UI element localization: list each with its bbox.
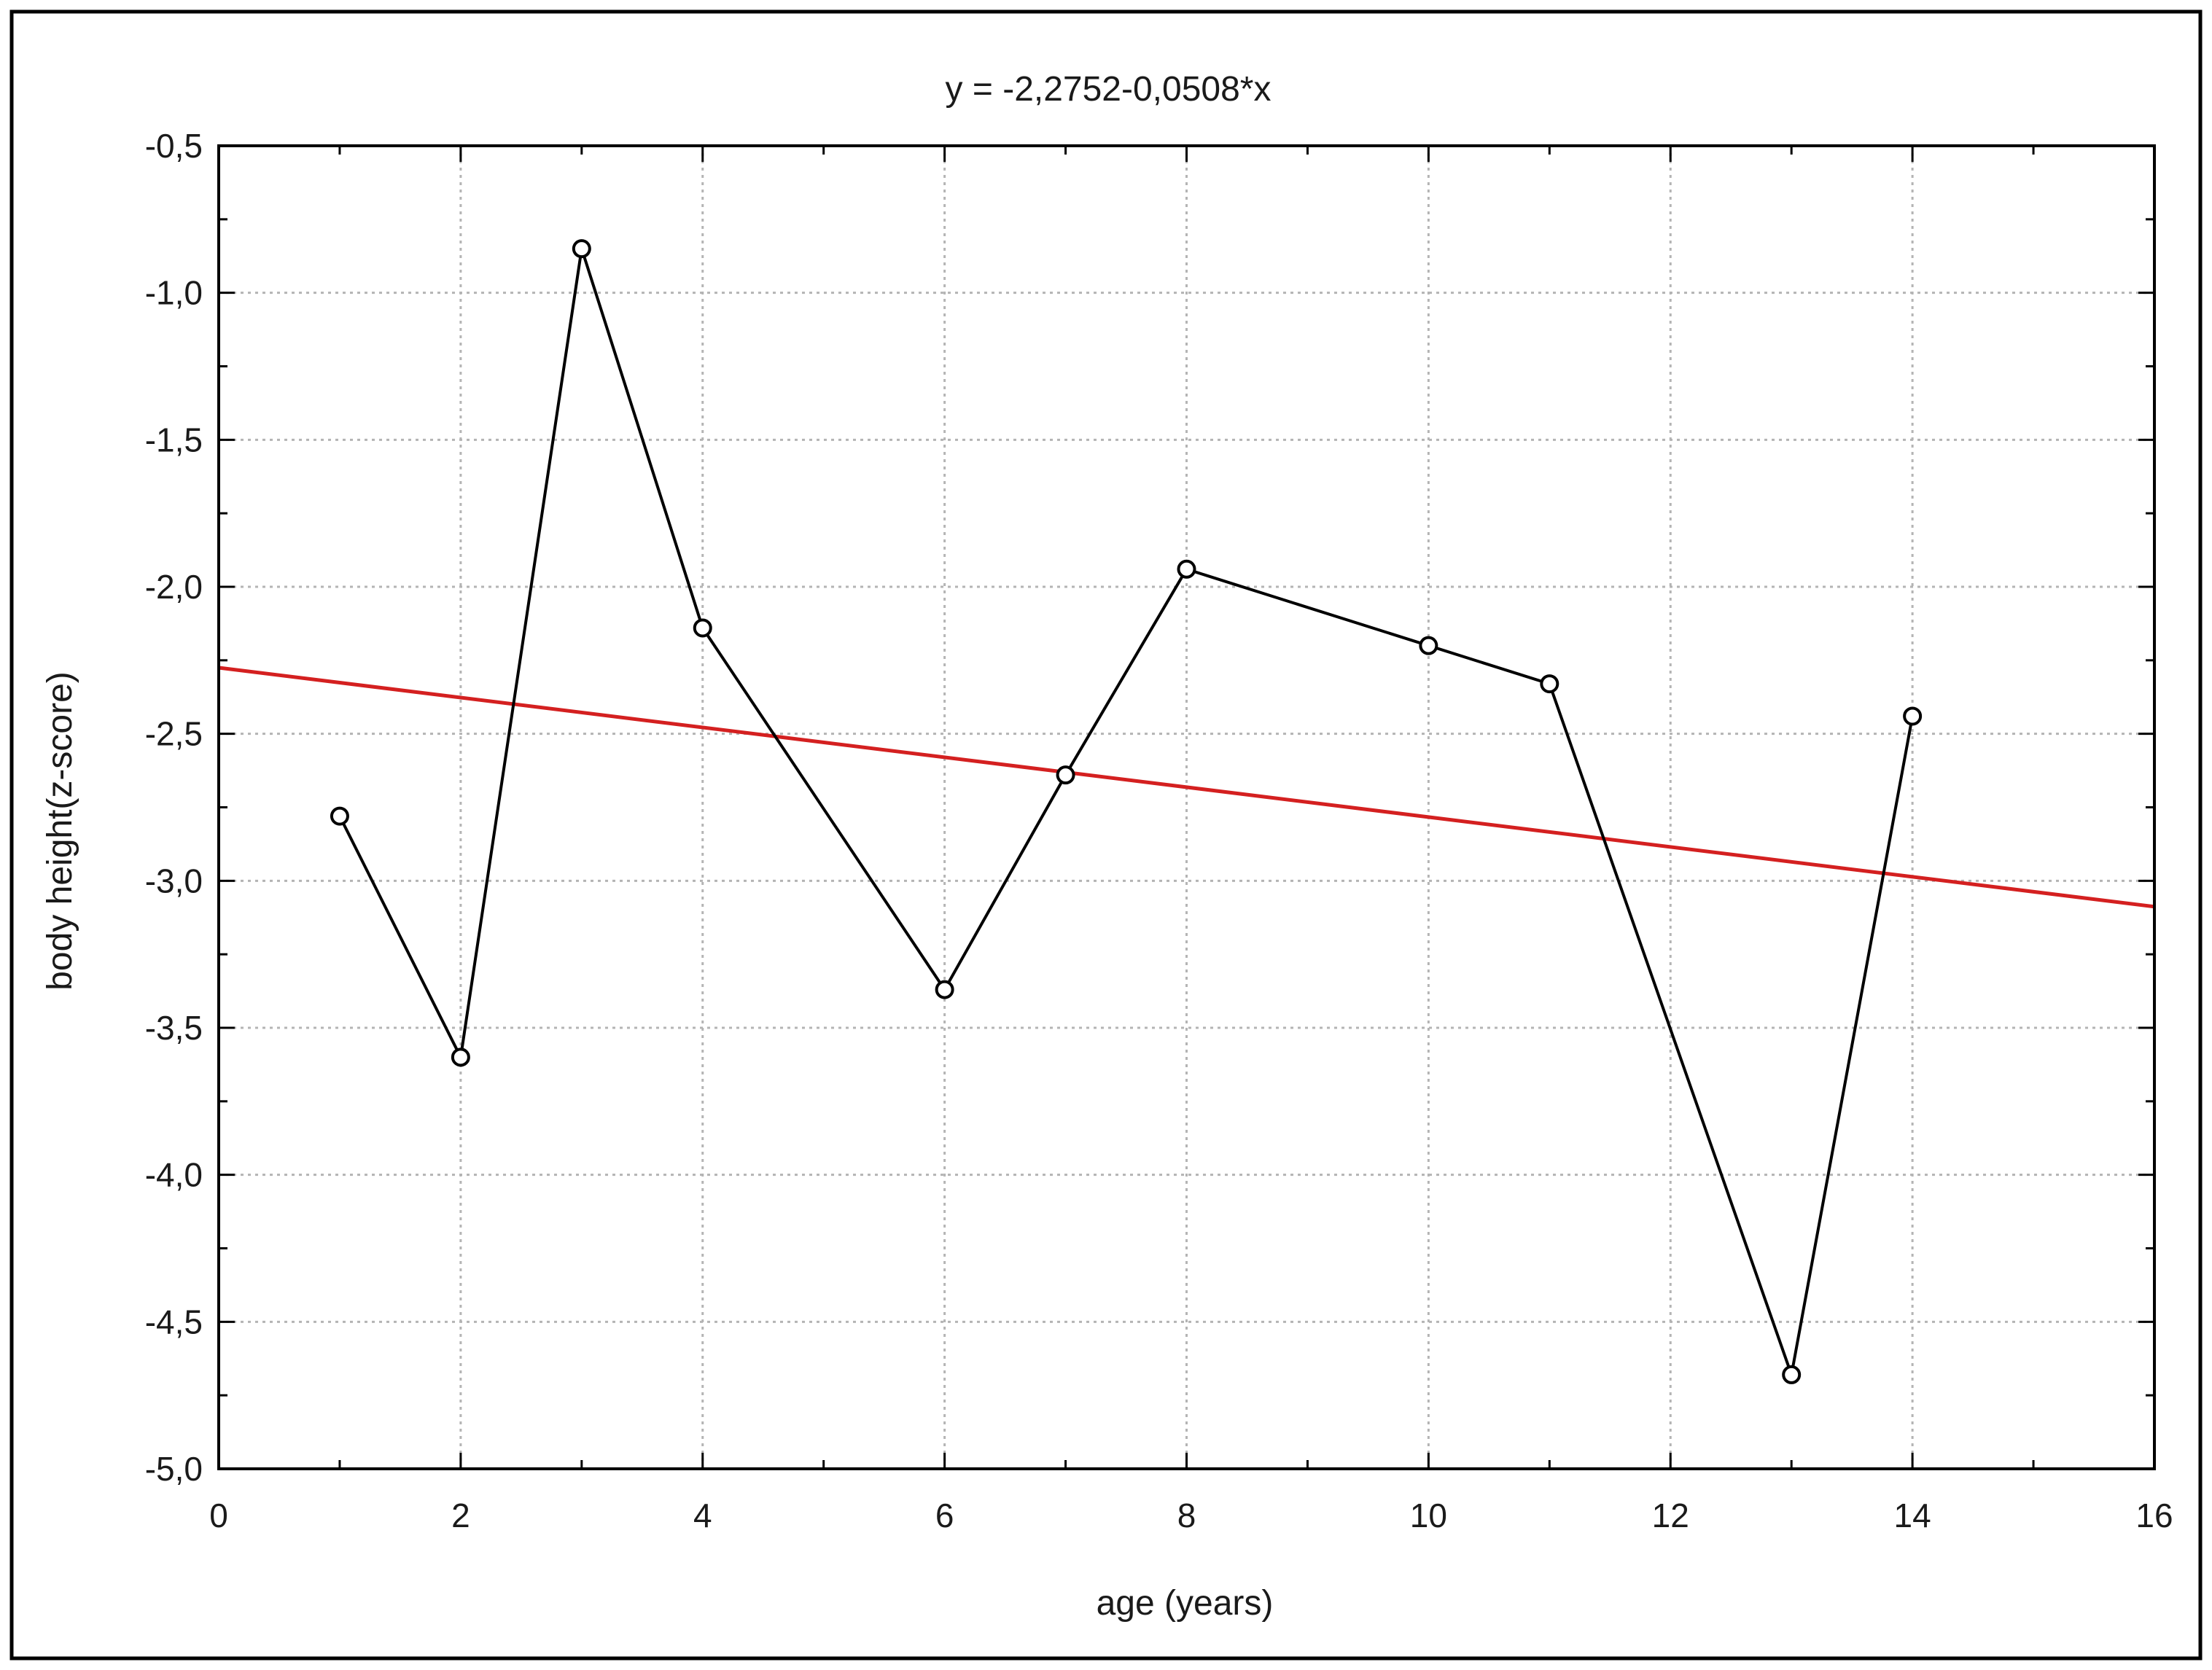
y-tick-label-6: -3,5 [145,1009,203,1047]
data-point-0-6 [1177,559,1196,579]
x-tick-label-5: 10 [1410,1497,1447,1534]
x-tick-label-8: 16 [2135,1497,2173,1534]
x-tick-label-1: 2 [451,1497,470,1534]
data-point-0-7 [1419,636,1438,655]
x-tick-label-2: 4 [693,1497,712,1534]
x-axis-label: age (years) [1097,1584,1274,1623]
grid [219,146,2154,1469]
y-tick-label-9: -5,0 [145,1450,203,1488]
data-point-0-0 [330,806,349,826]
x-tick-label-6: 12 [1652,1497,1689,1534]
regression-line [218,666,2155,909]
x-tick-label-7: 14 [1894,1497,1931,1534]
data-point-0-9 [1782,1365,1802,1384]
figure-frame [9,9,2203,1661]
x-tick-label-0: 0 [209,1497,228,1534]
chart-title: y = -2,2752-0,0508*x [946,70,1271,109]
data-point-0-1 [451,1047,470,1067]
y-tick-label-3: -2,0 [145,568,203,606]
y-tick-label-5: -3,0 [145,862,203,900]
x-tick-label-4: 8 [1177,1497,1196,1534]
y-tick-label-4: -2,5 [145,715,203,753]
data-point-0-10 [1903,706,1923,726]
y-tick-label-8: -4,5 [145,1303,203,1341]
y-tick-label-1: -1,0 [145,274,203,312]
data-point-0-3 [693,618,712,638]
series-group [330,239,1923,1384]
x-tick-label-3: 6 [935,1497,954,1534]
data-point-0-8 [1540,674,1559,694]
fit-line-group [218,666,2155,909]
y-tick-label-2: -1,5 [145,421,203,459]
y-axis-label: body height(z-score) [41,671,79,991]
data-point-0-2 [572,239,591,259]
data-point-0-4 [935,980,954,999]
axes [217,144,2156,1470]
tick-labels: 0 2 4 6 8 10 12 14 16 -0,5 -1,0 -1,5 -2,0 -2,5 -3,0 -3,… [145,127,2173,1534]
y-tick-label-7: -4,0 [145,1156,203,1194]
y-tick-label-0: -0,5 [145,127,203,165]
data-point-0-5 [1056,765,1075,785]
